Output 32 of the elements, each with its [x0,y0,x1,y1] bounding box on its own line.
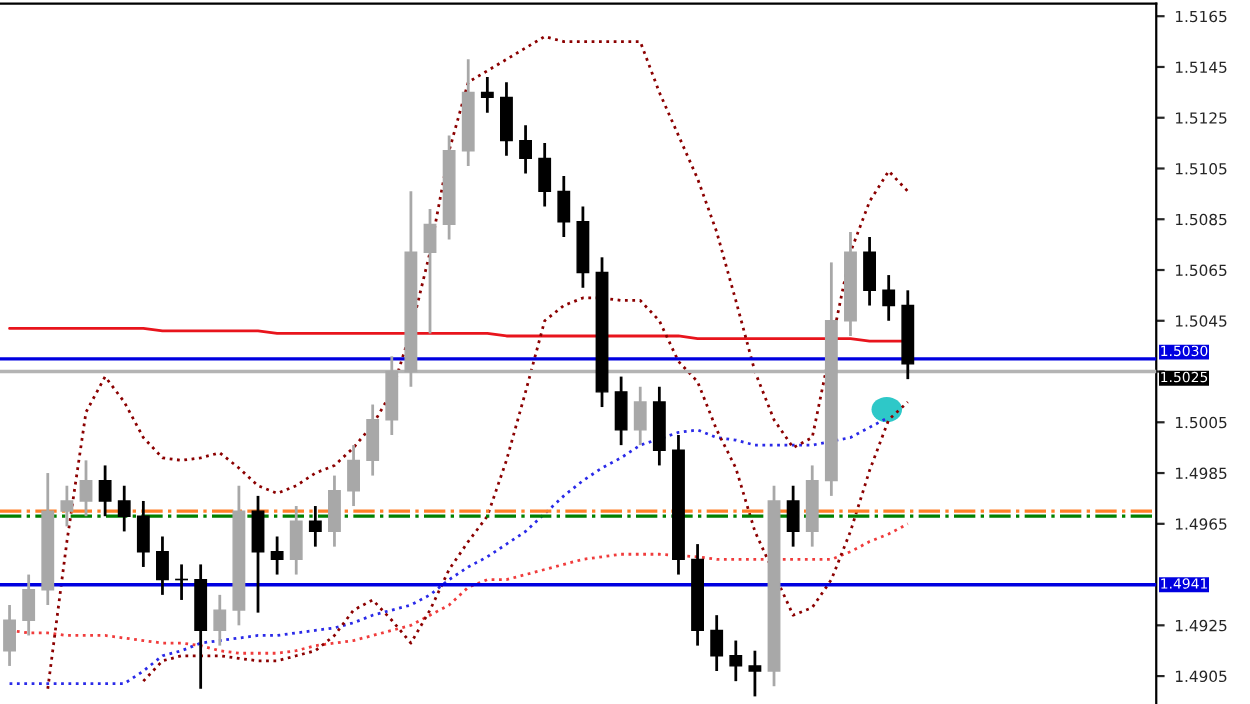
candlestick [98,464,112,518]
candlestick [614,375,628,447]
candlestick [480,75,494,115]
candlestick [79,458,93,518]
candlestick [3,603,16,668]
candlestick [270,535,284,576]
candlestick [328,474,341,549]
candlestick [748,649,762,698]
candlestick [882,273,896,323]
candlestick [347,443,360,508]
candlestick [136,499,150,569]
line-series [46,35,910,691]
candlestick [213,593,227,648]
candlestick [366,403,380,477]
candlestick [863,235,877,307]
candlestick [308,504,322,549]
line-series [141,296,910,683]
candlestick [117,484,131,533]
candlestick [423,207,437,335]
candlestick [710,613,724,673]
candlestick [251,494,265,615]
candlestick [500,80,513,158]
candlestick [60,484,74,528]
candlestick [156,535,169,597]
candlestick [22,573,36,637]
candlestick [729,639,743,683]
candlestick [519,123,532,175]
candlestick [289,504,303,576]
candlestick [538,141,552,208]
candlestick [633,385,647,447]
candlestick [557,174,571,239]
candlestick [786,484,800,549]
